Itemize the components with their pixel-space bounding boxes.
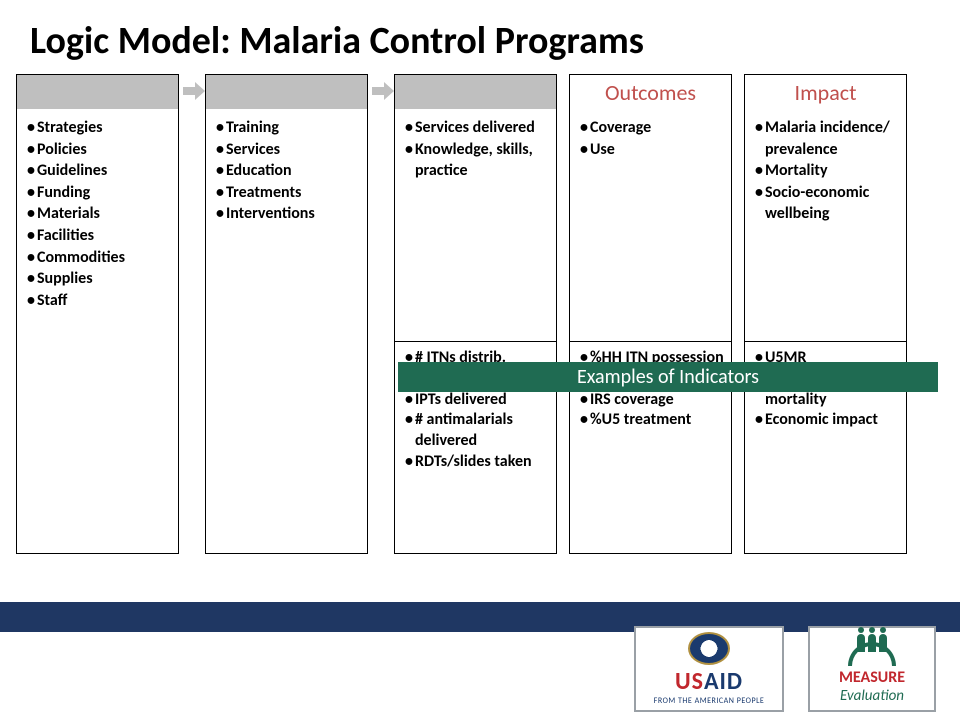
list-item: •Funding: [27, 182, 174, 204]
column-body: •Strategies•Policies•Guidelines•Funding•…: [17, 109, 178, 315]
column-body: •Services delivered•Knowledge, skills, p…: [395, 109, 556, 315]
logic-column-2: •Services delivered•Knowledge, skills, p…: [394, 74, 557, 554]
usaid-tagline: FROM THE AMERICAN PEOPLE: [654, 696, 765, 706]
list-item: •Socio-economic wellbeing: [755, 182, 902, 225]
list-item: •Commodities: [27, 247, 174, 269]
logic-column-4: Impact•Malaria incidence/ prevalence•Mor…: [744, 74, 907, 554]
list-item: •Use: [580, 139, 727, 161]
logic-column-1: •Training•Services•Education•Treatments•…: [205, 74, 368, 554]
list-item: •Training: [216, 117, 363, 139]
column-body: •Training•Services•Education•Treatments•…: [206, 109, 367, 315]
list-item: •Services: [216, 139, 363, 161]
measure-evaluation-logo: MEASURE Evaluation: [808, 626, 936, 712]
usaid-seal-icon: [688, 632, 730, 665]
logic-column-0: •Strategies•Policies•Guidelines•Funding•…: [16, 74, 179, 554]
column-header: [206, 75, 367, 109]
list-item: •Policies: [27, 139, 174, 161]
indicator-item: •IPTs delivered: [405, 390, 552, 411]
flow-arrow-icon: [372, 74, 394, 108]
list-item: •Strategies: [27, 117, 174, 139]
page-title: Logic Model: Malaria Control Programs: [0, 0, 960, 74]
column-header: Impact: [745, 75, 906, 109]
list-item: •Treatments: [216, 182, 363, 204]
measure-text-1: MEASURE: [839, 668, 905, 687]
list-item: •Education: [216, 160, 363, 182]
logic-column-3: Outcomes•Coverage•Use•%HH ITN possession…: [569, 74, 732, 554]
column-header: [17, 75, 178, 109]
list-item: •Malaria incidence/ prevalence: [755, 117, 902, 160]
column-body: •Coverage•Use: [570, 109, 731, 315]
indicator-item: •RDTs/slides taken: [405, 452, 552, 473]
list-item: •Mortality: [755, 160, 902, 182]
list-item: •Coverage: [580, 117, 727, 139]
list-item: •Services delivered: [405, 117, 552, 139]
indicator-item: •Economic impact: [755, 410, 902, 431]
measure-text-2: Evaluation: [840, 687, 904, 705]
list-item: •Guidelines: [27, 160, 174, 182]
indicator-item: •# antimalarials delivered: [405, 410, 552, 452]
indicator-item: •IRS coverage: [580, 390, 727, 411]
list-item: •Staff: [27, 290, 174, 312]
flow-arrow-icon: [183, 74, 205, 108]
measure-people-icon: [848, 634, 896, 666]
logo-row: USAID FROM THE AMERICAN PEOPLE MEASURE E…: [634, 626, 936, 712]
list-item: •Materials: [27, 203, 174, 225]
usaid-text-blue: AID: [704, 667, 743, 696]
indicator-banner: Examples of Indicators: [398, 362, 938, 392]
usaid-logo: USAID FROM THE AMERICAN PEOPLE: [634, 626, 784, 712]
columns-container: •Strategies•Policies•Guidelines•Funding•…: [0, 74, 960, 554]
list-item: •Supplies: [27, 268, 174, 290]
column-header: Outcomes: [570, 75, 731, 109]
list-item: •Knowledge, skills, practice: [405, 139, 552, 182]
column-header: [395, 75, 556, 109]
indicator-item: •%U5 treatment: [580, 410, 727, 431]
column-body: •Malaria incidence/ prevalence•Mortality…: [745, 109, 906, 315]
usaid-text-red: US: [675, 667, 704, 696]
list-item: •Facilities: [27, 225, 174, 247]
list-item: •Interventions: [216, 203, 363, 225]
